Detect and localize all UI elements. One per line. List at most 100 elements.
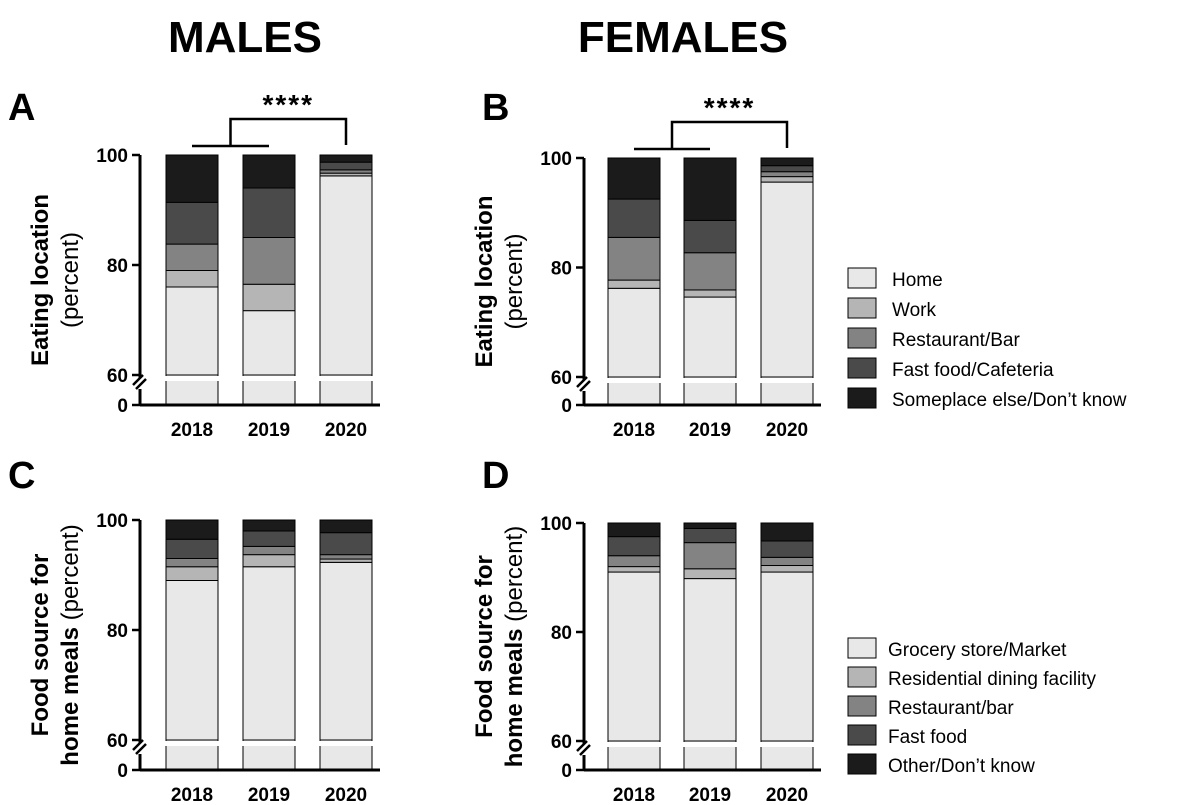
legend-label-restaurant-bar: Restaurant/bar (888, 698, 1014, 719)
axis-break-slash (135, 743, 147, 755)
bar-segment-2019-restaurant-bar (242, 545, 296, 556)
panel-letter: B (482, 87, 509, 129)
y-tick-label: 60 (551, 368, 572, 389)
bar-segment-2019-residential-dining-facility (242, 554, 296, 568)
bar-segment-2018-restaurant-bar (165, 243, 219, 272)
y-tick-label: 100 (540, 514, 572, 535)
legend-food-source: Grocery store/Market Residential dining f… (847, 637, 1097, 777)
legend-label-fast-food: Fast food (888, 727, 967, 748)
bar-segment-2019-work (683, 289, 737, 298)
y-axis-label: Food source for (27, 554, 54, 737)
column-title-males: MALES (168, 13, 322, 62)
panel-letter: A (8, 87, 35, 129)
bar-segment-2019-restaurant-bar (683, 252, 737, 291)
bar-segment-2019-fast-food (683, 527, 737, 544)
bar-segment-2018-fast-food (165, 538, 219, 559)
axis-break-slash (132, 739, 144, 751)
y-tick-label: 0 (117, 396, 128, 417)
y-axis-label: Eating location (471, 195, 498, 367)
y-tick-label: 100 (540, 149, 572, 170)
panel-letter: D (482, 455, 509, 497)
bar-segment-2019-someplace-else-don-t-know (683, 157, 737, 221)
y-tick-label: 80 (551, 623, 572, 644)
bar-segment-2020-fast-food (319, 532, 373, 556)
bar-segment-2018-other-don-t-know (165, 519, 219, 540)
y-axis-unit: (percent) (57, 232, 84, 328)
bar-segment-2018-grocery-store-market (607, 571, 661, 742)
bar-segment-2019-grocery-store-market (683, 578, 737, 742)
bar-segment-2019-restaurant-bar (242, 237, 296, 285)
bar-segment-2018-grocery-store-market (165, 580, 219, 741)
bar-segment-2018-someplace-else-don-t-know (607, 157, 661, 200)
bar-segment-2020-restaurant-bar (760, 556, 814, 567)
bar-segment-2020-fast-food (760, 540, 814, 558)
bar-segment-2019-home (683, 296, 737, 378)
bar-segment-2019-fast-food-cafeteria (683, 219, 737, 254)
bar-segment-2018-residential-dining-facility (607, 566, 661, 573)
bar-segment-2020-fast-food-cafeteria (319, 161, 373, 171)
bar-segment-2020-other-don-t-know (319, 519, 373, 534)
axis-break-slash (579, 380, 591, 392)
panel-b: B Eating location (percent) 2018 2019 2020 0 60… (471, 87, 821, 441)
legend-swatch-fast-food (847, 724, 877, 746)
axis-break-slash (132, 374, 144, 386)
bar-segment-2020-other-don-t-know (760, 522, 814, 542)
y-tick-label: 60 (107, 366, 128, 387)
legend-label-restaurant-bar: Restaurant/Bar (892, 330, 1020, 351)
bar-segment-2018-work (165, 270, 219, 288)
x-tick-label: 2019 (689, 785, 731, 805)
axis-break-slash (579, 744, 591, 756)
y-axis-unit: (percent) (501, 233, 528, 329)
panel-letter: C (8, 455, 35, 497)
legend-swatch-fast-food-cafeteria (847, 357, 877, 379)
y-tick-label: 60 (107, 731, 128, 752)
bar-segment-2018-restaurant-bar (607, 236, 661, 281)
legend-label-other-don-t-know: Other/Don’t know (888, 756, 1035, 777)
y-axis-label-line2: home meals (percent) (501, 526, 528, 767)
bar-segment-2019-other-don-t-know (683, 522, 737, 529)
x-tick-label: 2020 (325, 785, 367, 805)
legend-swatch-someplace-else-don-t-know (847, 387, 877, 409)
y-tick-label: 0 (117, 761, 128, 782)
legend-swatch-home (847, 267, 877, 289)
y-tick-label: 80 (107, 621, 128, 642)
significance-bracket (229, 117, 348, 146)
bar-segment-2018-home (165, 286, 219, 376)
y-tick-label: 0 (561, 761, 572, 782)
x-tick-label: 2018 (613, 420, 655, 441)
y-axis-label-line2: home meals (percent) (57, 524, 84, 765)
bar-segment-2018-restaurant-bar (165, 558, 219, 568)
bar-segment-2018-restaurant-bar (607, 555, 661, 568)
panel-a: A Eating location (percent) 2018 2019 2020 0 60… (8, 87, 380, 441)
bar-segment-2020-work (760, 176, 814, 183)
axis-break-band (572, 742, 819, 747)
x-tick-label: 2019 (248, 420, 290, 441)
x-tick-label: 2018 (171, 420, 213, 441)
bar-segment-2020-home (319, 175, 373, 376)
axis-break-slash (576, 740, 588, 752)
bar-segment-2018-fast-food (607, 536, 661, 557)
bar-segment-2019-fast-food-cafeteria (242, 187, 296, 238)
bar-segment-2020-restaurant-bar (760, 171, 814, 178)
bar-segment-2020-someplace-else-don-t-know (319, 154, 373, 163)
x-tick-label: 2019 (248, 785, 290, 805)
bar-segment-2018-fast-food-cafeteria (165, 201, 219, 245)
legend-swatch-residential-dining-facility (847, 666, 877, 688)
bar-segment-2019-other-don-t-know (242, 519, 296, 532)
axis-break-band (572, 378, 819, 383)
x-tick-label: 2019 (689, 420, 731, 441)
panel-c: C Food source for home meals (percent) 2018… (8, 455, 380, 805)
legend-label-someplace-else-don-t-know: Someplace else/Don’t know (892, 390, 1127, 411)
bar-segment-2018-other-don-t-know (607, 522, 661, 538)
bar-segment-2019-residential-dining-facility (683, 568, 737, 580)
bar-segment-2020-restaurant-bar (319, 554, 373, 560)
y-tick-label: 0 (561, 396, 572, 417)
bar-segment-2020-grocery-store-market (319, 561, 373, 741)
legend-swatch-restaurant-bar (847, 695, 877, 717)
y-axis-label: Eating location (27, 194, 54, 366)
y-axis-label: Food source for (471, 555, 498, 738)
legend-label-grocery-store-market: Grocery store/Market (888, 640, 1067, 661)
legend-label-work: Work (892, 300, 936, 321)
